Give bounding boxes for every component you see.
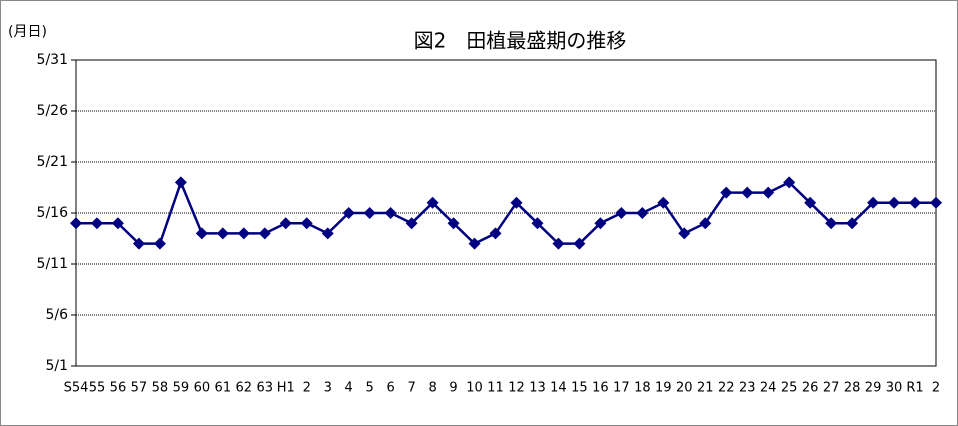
marker [930, 196, 942, 209]
x-tick-label: 12 [508, 381, 525, 396]
marker [825, 217, 838, 230]
marker [531, 217, 544, 230]
x-tick-label: 60 [194, 381, 211, 396]
marker [342, 207, 355, 219]
y-tick-label: 5/11 [37, 256, 68, 272]
marker [699, 217, 712, 230]
x-tick-label: 24 [760, 381, 777, 396]
chart-title: 図2 田植最盛期の推移 [414, 29, 627, 53]
x-tick-label: 6 [386, 381, 394, 396]
x-tick-label: R1 [906, 381, 923, 396]
x-tick-label: 10 [466, 381, 483, 396]
x-tick-label: 11 [487, 381, 504, 396]
y-tick-label: 5/1 [45, 358, 68, 374]
marker [468, 237, 481, 250]
marker [111, 217, 124, 230]
marker [888, 196, 901, 209]
marker [279, 217, 292, 230]
marker [657, 196, 670, 209]
x-tick-label: 7 [407, 381, 415, 396]
y-axis-label: (月日) [8, 24, 47, 40]
x-tick-label: 27 [823, 381, 840, 396]
marker [447, 217, 460, 230]
x-tick-label: 23 [739, 381, 756, 396]
marker [636, 207, 649, 219]
y-tick-label: 5/21 [37, 154, 68, 170]
marker [363, 207, 376, 219]
x-tick-label: S54 [64, 381, 89, 396]
marker [300, 217, 313, 230]
x-tick-label: 19 [655, 381, 672, 396]
marker [846, 217, 859, 230]
marker [132, 237, 145, 250]
x-tick-label: 2 [303, 381, 311, 396]
marker [783, 176, 796, 189]
marker [90, 217, 103, 230]
marker [762, 186, 775, 199]
marker [321, 227, 334, 240]
x-tick-label: H1 [277, 381, 295, 396]
marker [489, 227, 502, 240]
x-tick-label: 15 [571, 381, 588, 396]
x-tick-label: 8 [428, 381, 436, 396]
marker [909, 196, 922, 209]
x-tick-label: 55 [89, 381, 106, 396]
marker [720, 186, 733, 199]
x-tick-label: 57 [131, 381, 148, 396]
x-tick-label: 17 [613, 381, 630, 396]
x-tick-label: 61 [215, 381, 232, 396]
x-tick-label: 2 [932, 381, 940, 396]
x-tick-label: 58 [152, 381, 169, 396]
x-tick-label: 63 [257, 381, 274, 396]
marker [258, 227, 271, 240]
marker [174, 176, 187, 189]
marker [867, 196, 880, 209]
x-tick-label: 5 [366, 381, 374, 396]
marker [510, 196, 523, 209]
marker [615, 207, 628, 219]
marker [804, 196, 817, 209]
x-tick-label: 30 [886, 381, 903, 396]
marker [678, 227, 691, 240]
marker [426, 196, 439, 209]
x-tick-label: 28 [844, 381, 861, 396]
y-tick-label: 5/31 [37, 52, 68, 68]
x-tick-label: 56 [110, 381, 127, 396]
x-tick-label: 21 [697, 381, 714, 396]
marker [195, 227, 208, 240]
x-tick-label: 26 [802, 381, 819, 396]
marker [237, 227, 250, 240]
marker [70, 217, 82, 230]
x-tick-label: 29 [865, 381, 882, 396]
x-tick-label: 16 [592, 381, 609, 396]
marker [594, 217, 607, 230]
x-tick-label: 14 [550, 381, 567, 396]
x-tick-label: 25 [781, 381, 798, 396]
marker [552, 237, 565, 250]
y-tick-label: 5/16 [37, 205, 69, 221]
marker [405, 217, 418, 230]
marker [153, 237, 166, 250]
y-tick-label: 5/26 [37, 103, 69, 119]
x-tick-label: 22 [718, 381, 735, 396]
x-tick-label: 13 [529, 381, 546, 396]
x-tick-label: 62 [236, 381, 253, 396]
marker [573, 237, 586, 250]
marker [384, 207, 397, 219]
marker [741, 186, 754, 199]
x-tick-label: 59 [173, 381, 190, 396]
x-tick-label: 4 [345, 381, 353, 396]
marker [216, 227, 229, 240]
y-tick-label: 5/6 [45, 307, 68, 323]
x-tick-label: 3 [324, 381, 332, 396]
x-tick-label: 20 [676, 381, 693, 396]
x-tick-label: 9 [449, 381, 457, 396]
x-tick-label: 18 [634, 381, 651, 396]
